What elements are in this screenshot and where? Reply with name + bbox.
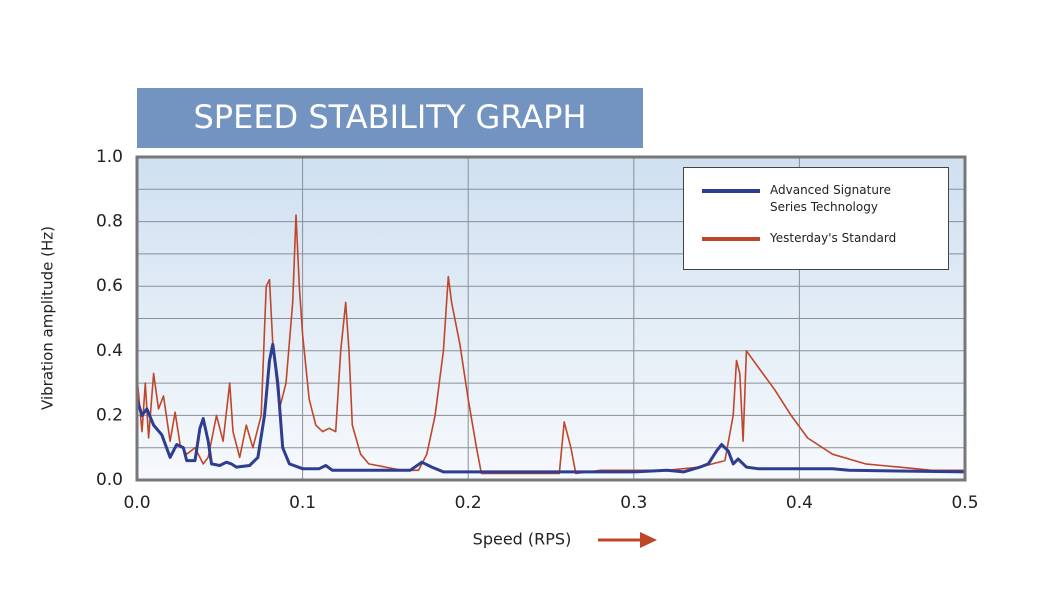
x-tick-label: 0.3: [620, 493, 647, 513]
x-tick-label: 0.1: [289, 493, 316, 513]
y-tick-label: 0.0: [96, 470, 123, 490]
line-series: [135, 342, 966, 474]
y-tick-label: 0.6: [96, 276, 123, 296]
y-tick-label: 0.2: [96, 405, 123, 425]
chart-title: SPEED STABILITY GRAPH: [193, 98, 586, 136]
y-tick-label: 0.4: [96, 341, 123, 361]
arrow: [598, 532, 657, 548]
y-tick-label: 1.0: [96, 147, 123, 167]
x-tick-label: 0.4: [786, 493, 813, 513]
y-axis-label: Vibration amplitude (Hz): [39, 226, 57, 410]
y-tick-label: 0.8: [96, 212, 123, 232]
legend: Advanced Signature Series Technology Yest…: [683, 167, 949, 270]
legend-label: Advanced Signature Series Technology: [770, 183, 891, 214]
legend-label: Yesterday's Standard: [770, 231, 897, 245]
x-tick-label: 0.5: [951, 493, 978, 513]
legend-swatch: [702, 189, 760, 193]
plot-border: [135, 155, 967, 482]
line-series: [136, 214, 965, 475]
x-tick-label: 0.0: [123, 493, 150, 513]
legend-swatch: [702, 237, 760, 241]
x-tick-label: 0.2: [455, 493, 482, 513]
x-axis-label: Speed (RPS): [473, 530, 572, 549]
title-banner: [137, 88, 643, 148]
